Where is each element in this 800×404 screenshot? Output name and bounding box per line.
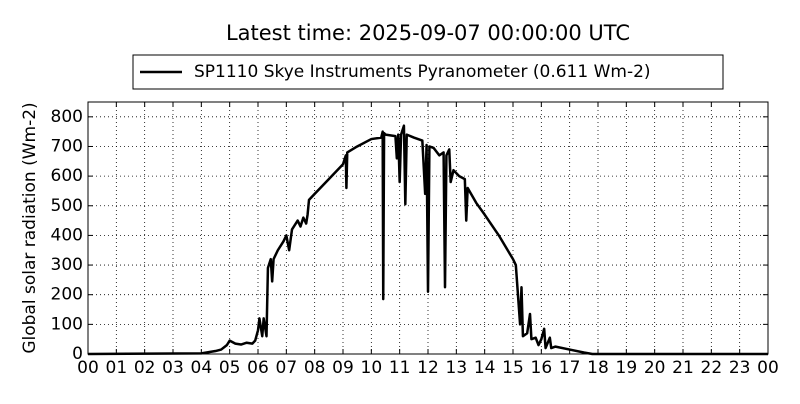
- data-line: [87, 124, 768, 356]
- x-tick-label: 05: [219, 358, 241, 378]
- y-tick-label: 300: [51, 255, 83, 275]
- x-tick-label: 08: [304, 358, 326, 378]
- x-tick-label: 14: [474, 358, 496, 378]
- x-tick-label: 13: [446, 358, 468, 378]
- y-tick-label: 500: [51, 196, 83, 216]
- x-tick-label: 03: [162, 358, 184, 378]
- y-axis-label: Global solar radiation (Wm-2): [20, 102, 40, 353]
- x-tick-label: 19: [616, 358, 638, 378]
- y-tick-label: 0: [72, 344, 83, 364]
- legend-box: [132, 54, 724, 90]
- x-tick-label: 20: [644, 358, 666, 378]
- x-tick-label: 04: [191, 358, 213, 378]
- y-tick-label: 800: [51, 107, 83, 127]
- y-tick-label: 700: [51, 136, 83, 156]
- x-tick-label: 01: [106, 358, 128, 378]
- x-tick-label: 00: [757, 358, 779, 378]
- plot-frame: [87, 101, 769, 355]
- x-tick-label: 15: [502, 358, 524, 378]
- y-tick-label: 100: [51, 314, 83, 334]
- x-tick-label: 07: [276, 358, 298, 378]
- y-tick-label: 200: [51, 285, 83, 305]
- x-tick-label: 21: [672, 358, 694, 378]
- chart-title: Latest time: 2025-09-07 00:00:00 UTC: [226, 21, 630, 45]
- x-tick-label: 06: [247, 358, 269, 378]
- x-tick-label: 22: [701, 358, 723, 378]
- x-tick-label: 09: [332, 358, 354, 378]
- x-tick-label: 02: [134, 358, 156, 378]
- x-tick-label: 11: [389, 358, 411, 378]
- x-tick-label: 16: [531, 358, 553, 378]
- x-tick-label: 18: [587, 358, 609, 378]
- legend-label: SP1110 Skye Instruments Pyranometer (0.6…: [194, 62, 651, 82]
- x-tick-label: 17: [559, 358, 581, 378]
- x-tick-label: 12: [417, 358, 439, 378]
- y-tick-label: 400: [51, 225, 83, 245]
- y-tick-label: 600: [51, 166, 83, 186]
- x-tick-label: 23: [729, 358, 751, 378]
- x-tick-label: 10: [361, 358, 383, 378]
- x-tick-label: 00: [77, 358, 99, 378]
